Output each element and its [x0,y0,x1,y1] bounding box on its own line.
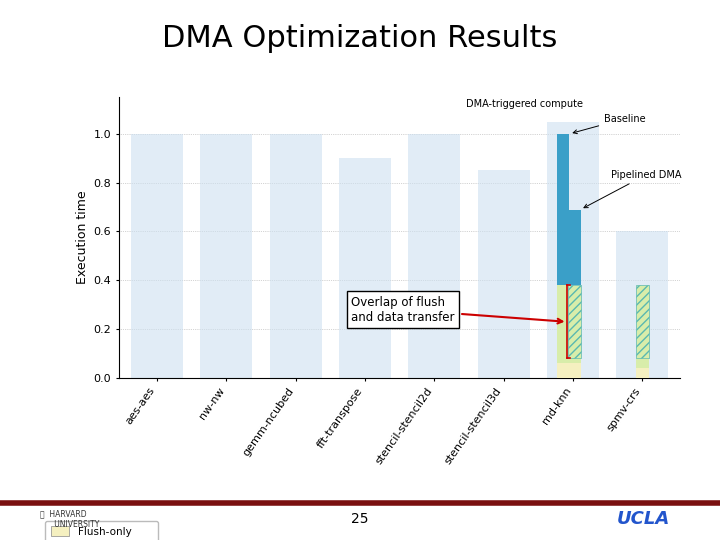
Text: ⬛  HARVARD
      UNIVERSITY: ⬛ HARVARD UNIVERSITY [40,510,99,529]
Bar [636,285,649,359]
Bar [131,134,183,378]
Bar [339,158,391,378]
Text: Pipelined DMA: Pipelined DMA [584,170,682,208]
Bar [636,368,649,378]
Bar [616,232,668,378]
Bar [200,134,252,378]
Text: DMA-triggered compute: DMA-triggered compute [466,99,583,110]
Bar [636,359,649,368]
Bar [547,122,599,378]
Text: DMA Optimization Results: DMA Optimization Results [162,24,558,53]
Bar [408,134,460,378]
Text: Overlap of flush
and data transfer: Overlap of flush and data transfer [351,295,562,323]
Legend: Flush-only, DMA/flush, Compute/DMA, Compute-only: Flush-only, DMA/flush, Compute/DMA, Comp… [45,521,158,540]
Bar [557,363,570,378]
Bar [477,171,530,378]
Bar [568,210,580,285]
Bar [568,363,580,378]
Bar [568,285,580,359]
Bar [557,134,570,285]
Y-axis label: Execution time: Execution time [76,191,89,285]
Text: 25: 25 [351,512,369,526]
Text: Baseline: Baseline [573,113,646,134]
Bar [568,359,580,363]
Bar [557,285,570,363]
Text: UCLA: UCLA [616,510,670,529]
Bar [269,134,322,378]
